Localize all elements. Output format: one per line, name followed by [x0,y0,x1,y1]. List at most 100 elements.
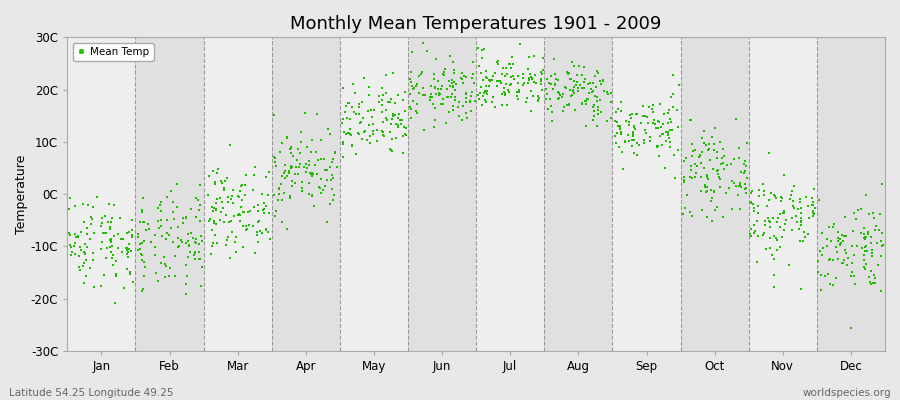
Point [589,84,603,91]
Point [523,70,537,77]
Point [70,233,85,240]
Point [338,109,353,115]
Point [670,124,685,130]
Point [536,66,550,73]
Point [431,86,446,92]
Point [94,215,109,222]
Point [496,65,510,72]
Point [241,222,256,229]
Point [784,192,798,198]
Point [835,232,850,238]
Point [142,226,157,232]
Point [477,90,491,96]
Point [313,175,328,182]
Point [788,204,802,211]
Point [732,183,746,189]
Bar [817,37,885,351]
Point [777,226,791,233]
Point [176,220,190,226]
Point [417,40,431,46]
Point [162,232,176,238]
Point [446,91,460,97]
Point [364,140,378,147]
Point [158,274,172,280]
Point [77,280,92,286]
Point [743,200,758,206]
Point [107,202,122,208]
Point [874,253,888,259]
Point [478,87,492,94]
Point [223,218,238,224]
Point [391,92,405,98]
Point [734,183,748,190]
Point [314,156,328,162]
Point [272,185,286,192]
Point [705,218,719,224]
Point [824,238,838,244]
Point [624,115,638,122]
Point [324,177,338,184]
Point [104,236,119,242]
Point [269,208,284,214]
Point [667,152,681,158]
Point [800,202,814,209]
Point [405,83,419,89]
Point [868,226,882,233]
Point [78,273,93,279]
Point [645,108,660,115]
Point [303,170,318,177]
Point [273,149,287,156]
Point [383,96,398,102]
Point [404,115,419,122]
Point [447,94,462,100]
Point [566,87,580,93]
Point [479,68,493,74]
Point [86,284,101,290]
Point [399,131,413,138]
Point [252,217,266,224]
Point [739,185,753,191]
Point [626,124,641,130]
Point [439,86,454,92]
Point [403,68,418,75]
Bar [408,37,476,351]
Point [235,196,249,203]
Point [521,54,535,60]
Point [226,200,240,206]
Point [618,138,633,144]
Point [842,255,856,261]
Point [80,244,94,250]
Point [620,132,634,138]
Point [170,181,184,187]
Point [121,254,135,260]
Point [767,272,781,278]
Point [232,211,247,218]
Point [299,161,313,168]
Point [94,246,108,252]
Point [482,83,496,89]
Point [510,89,525,96]
Point [150,204,165,211]
Point [497,85,511,91]
Point [293,128,308,135]
Point [167,273,182,280]
Point [186,252,201,259]
Point [685,153,699,160]
Point [733,206,747,212]
Point [661,132,675,138]
Point [806,213,820,220]
Point [396,97,410,103]
Point [216,205,230,212]
Point [630,152,644,158]
Point [821,271,835,277]
Point [836,238,850,244]
Point [344,132,358,138]
Point [405,86,419,92]
Point [284,182,299,189]
Point [758,222,772,228]
Point [876,242,890,249]
Point [765,252,779,259]
Point [775,195,789,201]
Point [534,78,548,84]
Point [552,90,566,96]
